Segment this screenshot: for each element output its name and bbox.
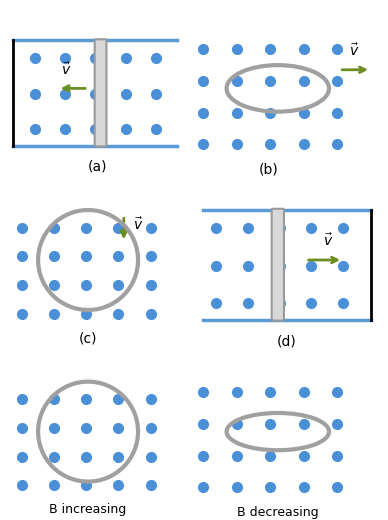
Text: (b): (b) (259, 163, 278, 177)
Text: $\vec{v}$: $\vec{v}$ (61, 61, 72, 77)
Text: $\vec{v}$: $\vec{v}$ (133, 216, 143, 232)
FancyBboxPatch shape (95, 40, 106, 147)
Text: B increasing: B increasing (49, 503, 127, 516)
Text: (a): (a) (87, 160, 107, 174)
Text: $\vec{v}$: $\vec{v}$ (323, 232, 333, 249)
Text: $\vec{v}$: $\vec{v}$ (349, 42, 359, 59)
Text: B decreasing: B decreasing (237, 506, 319, 519)
Text: (d): (d) (277, 334, 297, 348)
Text: (c): (c) (79, 331, 97, 345)
FancyBboxPatch shape (272, 209, 284, 320)
